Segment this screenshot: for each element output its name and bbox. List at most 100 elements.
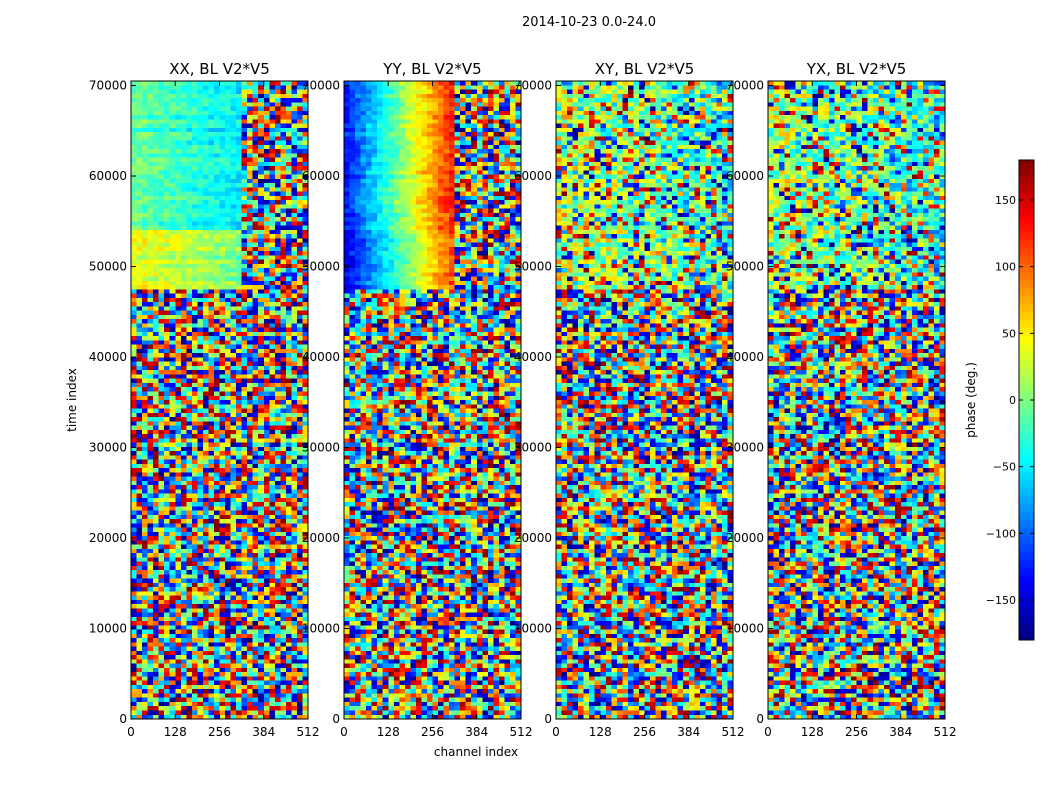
heatmap-cell	[241, 378, 248, 384]
heatmap-cell	[252, 178, 259, 184]
heatmap-cell	[252, 633, 259, 639]
heatmap-cell	[175, 302, 182, 307]
heatmap-cell	[158, 417, 165, 422]
heatmap-cell	[164, 297, 171, 303]
heatmap-cell	[180, 149, 187, 154]
heatmap-cell	[164, 387, 171, 392]
heatmap-cell	[131, 246, 137, 252]
heatmap-cell	[153, 714, 159, 720]
heatmap-cell	[180, 506, 187, 511]
heatmap-cell	[219, 340, 226, 345]
heatmap-cell	[136, 676, 143, 682]
heatmap-cell	[219, 587, 226, 592]
heatmap-cell	[247, 557, 253, 562]
heatmap-cell	[280, 246, 287, 252]
heatmap-cell	[213, 442, 220, 448]
heatmap-cell	[274, 191, 281, 197]
heatmap-cell	[252, 604, 259, 609]
heatmap-cell	[252, 574, 259, 579]
heatmap-cell	[164, 136, 171, 141]
heatmap-cell	[158, 463, 165, 469]
heatmap-cell	[280, 293, 287, 299]
heatmap-cell	[197, 629, 204, 635]
heatmap-cell	[219, 161, 226, 167]
heatmap-cell	[180, 502, 187, 507]
heatmap-cell	[142, 259, 148, 265]
heatmap-cell	[158, 302, 165, 307]
heatmap-cell	[153, 548, 159, 554]
heatmap-cell	[252, 412, 259, 418]
heatmap-cell	[291, 531, 298, 537]
heatmap-cell	[158, 697, 165, 703]
heatmap-cell	[296, 663, 303, 669]
heatmap-cell	[197, 280, 204, 286]
heatmap-cell	[158, 195, 165, 201]
heatmap-cell	[169, 293, 176, 299]
heatmap-cell	[191, 531, 198, 537]
heatmap-cell	[252, 408, 259, 414]
heatmap-cell	[202, 289, 209, 294]
heatmap-cell	[236, 110, 242, 116]
heatmap-cell	[263, 544, 270, 550]
heatmap-cell	[252, 506, 259, 511]
heatmap-cell	[302, 519, 309, 524]
heatmap-cell	[274, 540, 281, 545]
heatmap-cell	[197, 191, 204, 197]
heatmap-cell	[236, 98, 242, 103]
heatmap-cell	[180, 523, 187, 528]
heatmap-cell	[169, 629, 176, 635]
heatmap-cell	[158, 344, 165, 350]
heatmap-cell	[236, 527, 242, 533]
heatmap-cell	[247, 463, 253, 469]
heatmap-cell	[285, 604, 292, 609]
heatmap-cell	[236, 387, 242, 392]
heatmap-cell	[142, 438, 148, 443]
heatmap-cell	[269, 361, 276, 367]
heatmap-cell	[180, 463, 187, 469]
heatmap-cell	[180, 684, 187, 690]
heatmap-cell	[236, 136, 242, 141]
heatmap-cell	[247, 540, 253, 545]
heatmap-cell	[153, 531, 159, 537]
heatmap-cell	[236, 519, 242, 524]
heatmap-cell	[252, 106, 259, 112]
heatmap-cell	[131, 595, 137, 601]
heatmap-cell	[236, 710, 242, 716]
heatmap-cell	[230, 510, 237, 516]
heatmap-cell	[158, 370, 165, 375]
heatmap-cell	[169, 425, 176, 431]
heatmap-cell	[236, 561, 242, 567]
heatmap-cell	[274, 187, 281, 192]
heatmap-cell	[258, 446, 265, 452]
heatmap-cell	[131, 102, 137, 107]
heatmap-cell	[136, 115, 143, 120]
heatmap-cell	[247, 676, 253, 682]
heatmap-cell	[136, 387, 143, 392]
heatmap-cell	[225, 587, 231, 592]
heatmap-cell	[131, 519, 137, 524]
heatmap-cell	[252, 391, 259, 397]
heatmap-cell	[241, 310, 248, 316]
heatmap-cell	[131, 272, 137, 277]
heatmap-cell	[225, 234, 231, 239]
heatmap-cell	[302, 459, 309, 465]
heatmap-cell	[274, 361, 281, 367]
heatmap-cell	[213, 234, 220, 239]
heatmap-cell	[158, 93, 165, 99]
heatmap-cell	[258, 412, 265, 418]
heatmap-cell	[269, 655, 276, 660]
heatmap-cell	[180, 119, 187, 124]
heatmap-cell	[285, 127, 292, 133]
heatmap-cell	[164, 625, 171, 630]
heatmap-cell	[175, 510, 182, 516]
heatmap-cell	[136, 582, 143, 588]
heatmap-cell	[274, 81, 281, 86]
heatmap-cell	[296, 421, 303, 426]
heatmap-cell	[191, 557, 198, 562]
heatmap-cell	[175, 387, 182, 392]
heatmap-cell	[131, 570, 137, 575]
heatmap-cell	[241, 246, 248, 252]
heatmap-cell	[197, 217, 204, 222]
heatmap-cell	[280, 421, 287, 426]
heatmap-cell	[296, 127, 303, 133]
